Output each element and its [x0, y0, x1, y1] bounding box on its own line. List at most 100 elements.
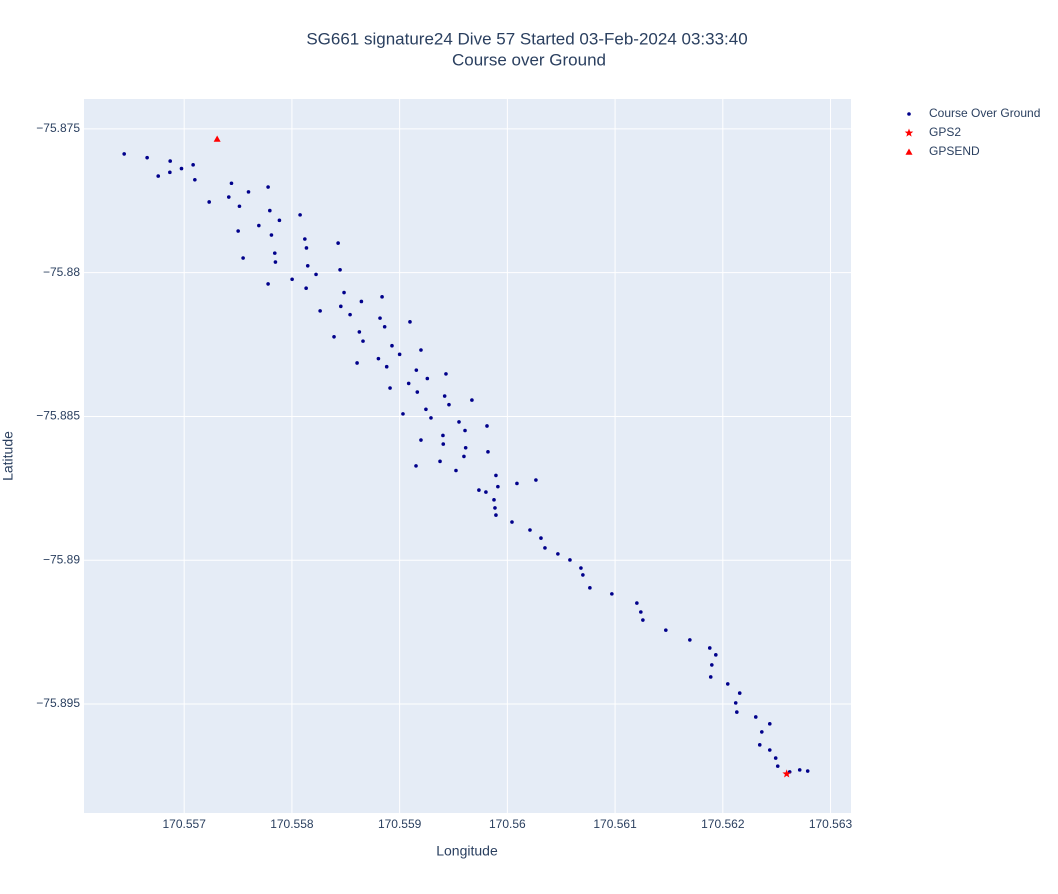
point — [384, 364, 389, 369]
point — [419, 438, 423, 442]
point — [122, 152, 126, 156]
point — [462, 454, 466, 459]
point — [425, 376, 430, 381]
point — [493, 506, 497, 510]
point — [579, 566, 583, 570]
point — [145, 155, 149, 160]
point — [246, 190, 251, 194]
point — [361, 339, 365, 343]
point — [266, 185, 270, 189]
point — [303, 237, 307, 241]
point — [708, 675, 713, 679]
point — [424, 407, 428, 412]
x-axis-title: Longitude — [436, 843, 498, 859]
point — [767, 748, 772, 752]
y-tick-label: −75.885 — [36, 409, 80, 423]
point — [266, 282, 270, 286]
point — [494, 473, 498, 478]
legend-label: GPSEND — [929, 144, 980, 158]
point — [463, 446, 468, 450]
point — [441, 433, 445, 438]
point — [318, 309, 322, 313]
point — [463, 428, 467, 433]
point — [534, 478, 538, 482]
point — [429, 416, 433, 420]
point — [168, 170, 172, 175]
point — [477, 488, 481, 492]
marks — [122, 135, 810, 778]
point — [397, 352, 402, 357]
point — [907, 112, 911, 116]
point — [588, 586, 592, 590]
star-marker — [782, 769, 791, 778]
x-tick-label: 170.557 — [162, 817, 206, 831]
point — [737, 691, 742, 695]
point — [226, 195, 231, 199]
point — [438, 459, 442, 464]
point — [753, 715, 758, 719]
plot-area — [84, 99, 851, 813]
point — [406, 381, 411, 386]
point — [707, 646, 712, 650]
x-tick-label: 170.562 — [701, 817, 745, 831]
grid — [84, 99, 851, 813]
point — [376, 356, 381, 361]
point — [454, 468, 458, 473]
point — [484, 490, 488, 494]
point — [470, 398, 474, 402]
point — [277, 218, 282, 223]
star-marker — [904, 128, 914, 137]
point — [415, 390, 420, 394]
point — [496, 484, 500, 489]
point — [338, 268, 342, 272]
point — [382, 324, 387, 329]
point — [688, 638, 692, 642]
point — [390, 343, 394, 348]
triangle-marker — [213, 135, 221, 142]
point — [304, 246, 309, 250]
point — [193, 178, 197, 182]
point — [528, 528, 532, 532]
point — [272, 251, 277, 255]
point — [805, 769, 810, 773]
point — [515, 481, 519, 486]
point — [510, 520, 514, 524]
point — [581, 573, 585, 577]
point — [725, 682, 730, 686]
point — [492, 498, 496, 502]
point — [664, 628, 668, 632]
point — [486, 450, 490, 454]
point — [348, 312, 352, 317]
x-tick-label: 170.561 — [593, 817, 637, 831]
point — [414, 464, 418, 468]
point — [733, 701, 738, 705]
point — [342, 290, 346, 295]
point — [378, 316, 382, 320]
legend-label: GPS2 — [929, 125, 961, 139]
point — [442, 394, 447, 398]
point — [268, 208, 272, 213]
point — [441, 442, 446, 446]
point — [419, 348, 423, 352]
point — [444, 372, 448, 376]
point — [273, 260, 278, 264]
y-tick-label: −75.895 — [36, 696, 80, 710]
point — [236, 229, 240, 233]
triangle-marker — [905, 148, 913, 155]
point — [635, 601, 639, 605]
point — [757, 743, 762, 747]
y-axis-title: Latitude — [0, 431, 16, 481]
point — [314, 272, 318, 277]
point — [179, 166, 184, 171]
point — [494, 513, 498, 517]
point — [457, 420, 461, 424]
x-tick-label: 170.56 — [489, 817, 526, 831]
point — [760, 730, 764, 734]
point — [305, 263, 310, 268]
point — [414, 368, 419, 372]
legend-label: Course Over Ground — [929, 106, 1040, 120]
point — [797, 768, 802, 772]
point — [168, 159, 172, 163]
point — [355, 361, 359, 365]
chart-title: SG661 signature24 Dive 57 Started 03-Feb… — [306, 29, 747, 48]
